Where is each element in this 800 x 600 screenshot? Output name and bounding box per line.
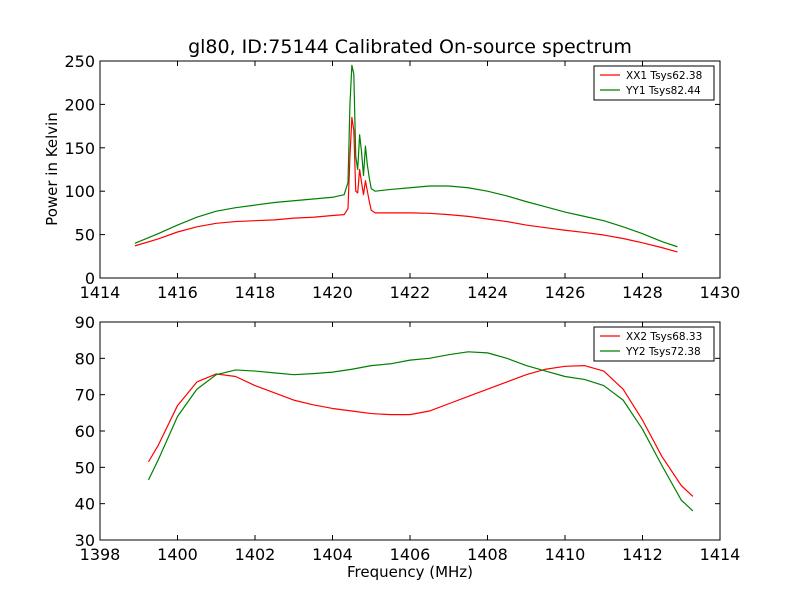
top-x-tick-label: 1416 <box>157 283 198 302</box>
top-series-line-0 <box>134 116 678 253</box>
top-x-tick-label: 1430 <box>700 283 741 302</box>
top-x-tick-label: 1422 <box>390 283 431 302</box>
top-x-tick-label: 1424 <box>467 283 508 302</box>
top-y-tick-label: 0 <box>85 269 95 288</box>
top-legend-label-1: YY1 Tsys82.44 <box>625 85 701 97</box>
bottom-x-tick-label: 1406 <box>390 545 431 564</box>
top-legend-box <box>593 65 715 101</box>
bottom-plot-data: 1398 1400 1402 1404 1406 1408 1410 1412 1414 30 40… <box>75 313 741 564</box>
bottom-x-tick-label: 1414 <box>700 545 741 564</box>
bottom-y-tick-label: 90 <box>75 313 95 332</box>
bottom-series-line-1 <box>147 351 694 512</box>
bottom-panel: Frequency (MHz) 1398 1400 1402 1404 1406 1408… <box>75 313 741 581</box>
top-y-tick-label: 50 <box>75 226 95 245</box>
top-x-tick-label: 1428 <box>622 283 663 302</box>
top-y-tick-label: 200 <box>64 95 95 114</box>
top-x-tick-label: 1418 <box>235 283 276 302</box>
top-series-line-1 <box>134 64 678 248</box>
top-legend: XX1 Tsys62.38 YY1 Tsys82.44 <box>593 65 715 101</box>
bottom-x-axis-label: Frequency (MHz) <box>347 563 473 581</box>
top-x-tick-label: 1414 <box>80 283 121 302</box>
top-legend-label-0: XX1 Tsys62.38 <box>626 70 702 82</box>
bottom-legend-label-1: YY2 Tsys72.38 <box>625 346 701 358</box>
bottom-x-tick-label: 1398 <box>80 545 121 564</box>
bottom-y-tick-label: 50 <box>75 458 95 477</box>
bottom-y-tick-label: 60 <box>75 422 95 441</box>
bottom-x-tick-label: 1404 <box>312 545 353 564</box>
bottom-legend: XX2 Tsys68.33 YY2 Tsys72.38 <box>593 326 715 362</box>
bottom-legend-box <box>593 326 715 362</box>
top-x-tick-label: 1426 <box>545 283 586 302</box>
top-y-tick-label: 250 <box>64 52 95 71</box>
top-chart-title: gl80, ID:75144 Calibrated On-source spec… <box>188 36 632 58</box>
top-x-tick-label: 1420 <box>312 283 353 302</box>
top-y-tick-label: 150 <box>64 139 95 158</box>
bottom-x-tick-label: 1410 <box>545 545 586 564</box>
top-panel: gl80, ID:75144 Calibrated On-source spec… <box>43 36 740 302</box>
bottom-series-line-0 <box>147 365 694 497</box>
bottom-x-tick-label: 1408 <box>467 545 508 564</box>
bottom-x-tick-label: 1412 <box>622 545 663 564</box>
bottom-y-tick-label: 70 <box>75 386 95 405</box>
bottom-x-tick-label: 1402 <box>235 545 276 564</box>
bottom-legend-label-0: XX2 Tsys68.33 <box>626 331 702 343</box>
bottom-y-tick-label: 40 <box>75 495 95 514</box>
top-plot-data: 1414 1416 1418 1420 1422 1424 1426 1428 1430 0 50 1… <box>64 52 740 302</box>
top-y-axis-label: Power in Kelvin <box>43 112 61 226</box>
bottom-x-tick-label: 1400 <box>157 545 198 564</box>
top-y-tick-label: 100 <box>64 182 95 201</box>
bottom-y-tick-label: 30 <box>75 531 95 550</box>
bottom-y-tick-label: 80 <box>75 349 95 368</box>
